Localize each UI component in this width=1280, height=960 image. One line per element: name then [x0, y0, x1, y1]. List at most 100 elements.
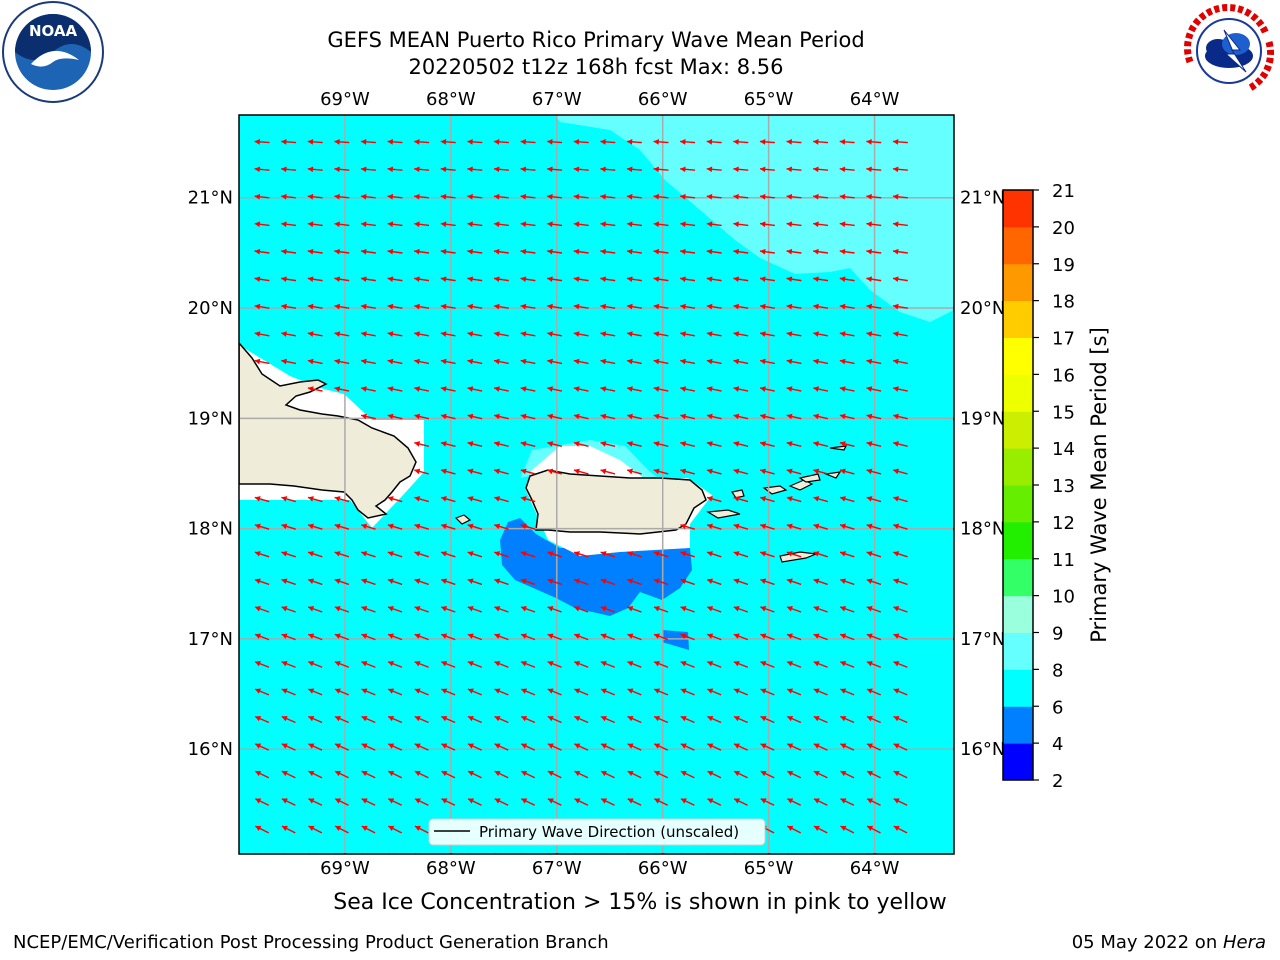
wave-arrow-head: [733, 248, 739, 255]
wave-arrow-head: [255, 688, 262, 694]
lon-label-top: 67°W: [532, 89, 582, 110]
wave-arrow-head: [839, 166, 846, 173]
colorbar-swatch: [1003, 263, 1033, 302]
wave-arrow-head: [494, 386, 500, 392]
wave-arrow-head: [733, 715, 740, 722]
wave-arrow-head: [494, 715, 501, 722]
wave-arrow-head: [600, 193, 606, 200]
wave-arrow-head: [600, 606, 607, 612]
wave-arrow-head: [707, 715, 714, 722]
wave-arrow-head: [574, 606, 581, 612]
land-vieques: [706, 509, 741, 519]
wave-arrow-head: [787, 825, 794, 832]
wave-arrow-head: [547, 743, 554, 749]
wave-arrow-head: [254, 248, 261, 255]
colorbar-swatch: [1003, 190, 1033, 228]
wave-arrow-head: [813, 468, 820, 475]
wave-arrow-head: [254, 633, 261, 639]
lat-label-right: 19°N: [960, 408, 1005, 429]
wave-arrow-head: [255, 743, 262, 749]
wave-arrow-head: [760, 358, 766, 365]
wave-arrow-head: [387, 276, 394, 283]
wave-arrow-head: [600, 715, 607, 722]
wave-arrow-head: [467, 276, 474, 283]
wave-arrow-head: [600, 248, 606, 255]
wave-arrow-head: [680, 468, 687, 475]
wave-arrow-head: [706, 166, 713, 173]
wave-arrow-head: [600, 468, 607, 475]
wave-arrow-head: [520, 166, 527, 173]
wave-arrow-head: [680, 578, 687, 585]
wave-arrow-head: [892, 221, 899, 228]
wave-arrow-head: [334, 193, 340, 200]
wave-arrow-head: [654, 798, 661, 804]
wave-arrow-head: [813, 688, 820, 694]
colorbar-swatch: [1003, 448, 1033, 486]
wave-arrow-head: [760, 633, 767, 639]
wave-arrow-head: [440, 386, 447, 392]
wave-arrow-head: [414, 221, 420, 228]
wave-arrow-head: [760, 798, 767, 804]
wave-arrow-head: [308, 743, 315, 749]
wave-arrow-head: [892, 166, 899, 173]
colorbar-tick-label: 21: [1052, 181, 1075, 202]
wave-arrow-head: [307, 303, 314, 310]
wave-arrow-head: [547, 578, 554, 585]
wave-arrow-head: [680, 413, 687, 420]
wave-arrow-head: [547, 331, 553, 337]
wave-arrow-head: [334, 606, 341, 612]
wave-arrow-head: [627, 715, 634, 722]
wave-arrow-head: [574, 661, 581, 667]
wave-arrow-head: [361, 633, 368, 639]
wave-arrow-head: [867, 825, 874, 832]
wave-arrow-head: [440, 441, 447, 447]
wave-arrow-head: [600, 166, 606, 173]
wave-arrow-head: [440, 193, 447, 200]
wave-arrow-head: [600, 441, 607, 447]
wave-arrow-head: [254, 358, 261, 365]
wave-arrow-head: [281, 661, 288, 667]
lon-label-top: 65°W: [744, 89, 794, 110]
wave-arrow-head: [440, 413, 447, 420]
wave-arrow-head: [547, 551, 554, 557]
wave-arrow-head: [467, 303, 474, 310]
wave-arrow-head: [813, 441, 820, 447]
wave-arrow-head: [520, 413, 527, 420]
wave-arrow-head: [387, 248, 394, 255]
wave-arrow-head: [467, 221, 473, 228]
wave-arrow-head: [627, 441, 633, 447]
wave-arrow-head: [467, 523, 474, 530]
wave-arrow-head: [494, 496, 501, 502]
wave-arrow-head: [573, 303, 580, 310]
wave-arrow-head: [707, 798, 714, 804]
wave-arrow-head: [813, 496, 820, 502]
wave-arrow-head: [627, 551, 634, 557]
wave-arrow-head: [573, 248, 580, 255]
wave-arrow-head: [547, 798, 554, 804]
wave-arrow-head: [733, 496, 740, 502]
wave-arrow-head: [866, 358, 873, 365]
wave-arrow-head: [653, 358, 660, 365]
wave-arrow-head: [281, 551, 288, 557]
wave-arrow-head: [414, 688, 421, 694]
wave-arrow-head: [520, 303, 527, 310]
wave-arrow-head: [813, 825, 820, 832]
wave-arrow-head: [866, 386, 873, 392]
wave-arrow-head: [281, 166, 287, 173]
wave-arrow-head: [441, 633, 448, 639]
wave-arrow-head: [813, 743, 820, 749]
land-puerto-rico: [525, 469, 707, 535]
wave-arrow-head: [866, 606, 873, 612]
wave-arrow-head: [680, 606, 687, 612]
footer-credit: NCEP/EMC/Verification Post Processing Pr…: [13, 932, 609, 953]
wave-arrow-head: [361, 386, 367, 392]
wave-arrow-head: [787, 743, 794, 749]
wave-arrow-head: [866, 633, 873, 639]
wave-arrow-head: [787, 715, 794, 722]
wave-arrow-head: [786, 221, 793, 228]
wave-arrow-head: [813, 413, 820, 420]
wave-arrow-head: [521, 770, 528, 777]
wave-arrow-head: [414, 468, 421, 475]
wave-arrow-head: [733, 386, 740, 392]
wave-arrow-head: [600, 633, 607, 639]
